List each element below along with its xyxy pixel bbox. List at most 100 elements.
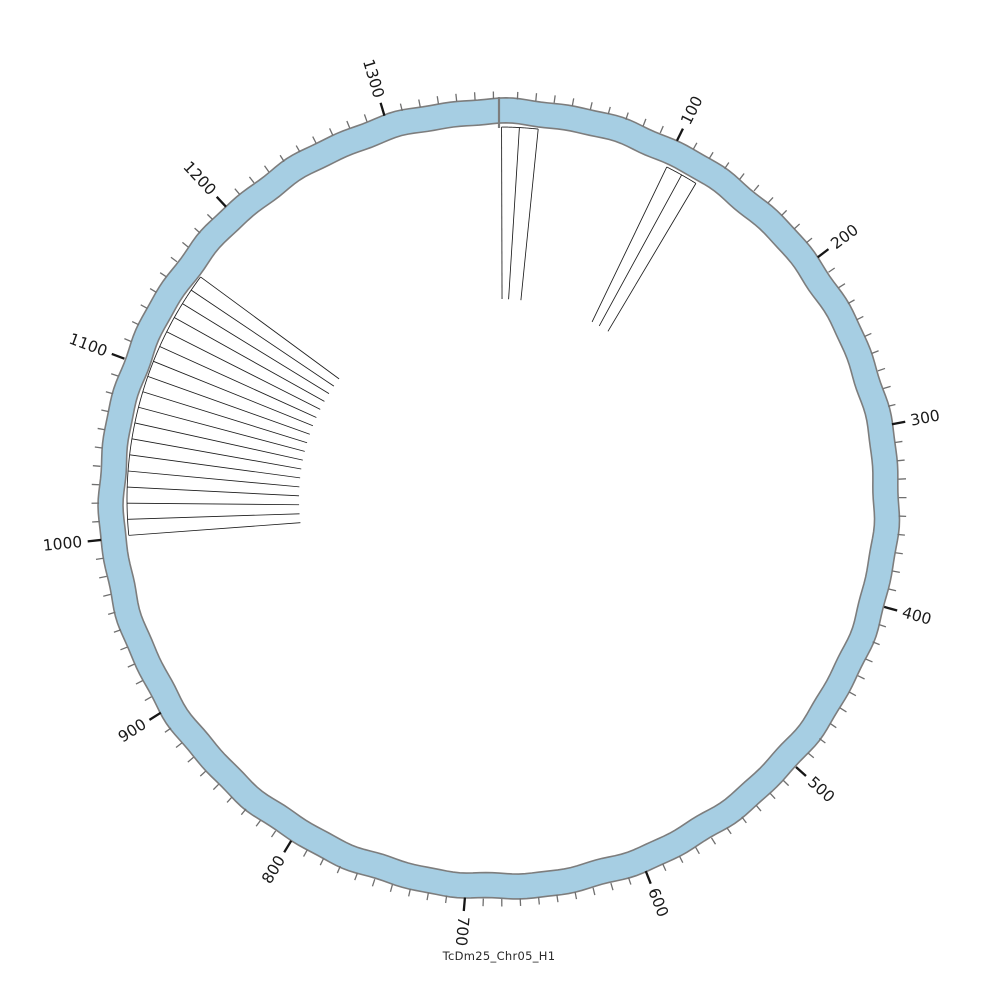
tick-label: 700 [452, 916, 472, 947]
tick-label: 200 [827, 221, 861, 253]
axis-labels: 100 200 300 400 500 600 700 800 900 1000 1100 1200 1… [42, 57, 941, 947]
tick-minor [194, 227, 201, 234]
tick-minor [574, 891, 578, 900]
tick-minor [105, 391, 114, 395]
tick-minor [571, 98, 575, 106]
tick-major [379, 102, 386, 117]
tick-minor [111, 373, 119, 377]
tick-minor [894, 440, 903, 444]
tick-minor [828, 267, 836, 273]
link-line [138, 406, 305, 452]
tick-label: 600 [644, 886, 672, 920]
tick-minor [175, 742, 183, 748]
tick-minor [336, 865, 341, 874]
tick-minor [159, 272, 167, 278]
link-line [129, 454, 301, 479]
tick-minor [103, 593, 111, 597]
tick-minor [892, 570, 900, 573]
tick-minor [94, 446, 103, 449]
link-line [153, 360, 314, 427]
tick-minor [838, 283, 846, 289]
tick-minor [662, 863, 667, 872]
tick-minor [436, 96, 440, 104]
tick-minor [426, 892, 430, 901]
tick-major [148, 711, 162, 721]
tick-minor [346, 120, 351, 129]
tick-minor [872, 641, 880, 646]
tick-minor [627, 877, 632, 885]
tick-minor [741, 816, 747, 824]
tick-minor [354, 872, 358, 881]
tick-minor [399, 103, 403, 112]
tick-minor [793, 223, 801, 230]
tick-minor [408, 888, 411, 897]
link-base-arc [126, 276, 201, 536]
sequence-title: TcDm25_Chr05_H1 [442, 949, 556, 963]
tick-label: 100 [677, 93, 706, 128]
axis-ticks [87, 91, 907, 912]
tick-minor [592, 887, 596, 896]
tick-minor [199, 770, 207, 777]
tick-label: 400 [900, 603, 933, 628]
tick-minor [724, 162, 730, 170]
tick-minor [101, 409, 109, 413]
tick-major [87, 538, 102, 543]
tick-minor [871, 350, 879, 355]
tick-minor [856, 315, 864, 321]
tick-minor [556, 894, 559, 903]
tick-minor [710, 837, 717, 845]
tick-major [215, 196, 227, 208]
tick-minor [818, 737, 826, 744]
tick-minor [805, 237, 813, 244]
tick-minor [140, 304, 148, 309]
tick-minor [127, 663, 135, 668]
tick-minor [182, 241, 189, 248]
tick-minor [255, 819, 262, 827]
tick-major [883, 605, 898, 612]
tick-minor [607, 106, 611, 115]
tick-minor [755, 804, 762, 812]
link-line [598, 174, 682, 327]
tick-minor [807, 752, 815, 759]
tick-minor [279, 154, 285, 162]
tick-minor [131, 320, 140, 326]
link-line [128, 522, 301, 536]
tick-minor [692, 142, 698, 150]
tick-minor [92, 465, 101, 467]
tick-minor [187, 756, 194, 763]
tick-minor [753, 184, 760, 192]
link-line [520, 129, 539, 301]
link-line [142, 391, 308, 444]
tick-minor [589, 102, 593, 110]
tick-minor [329, 128, 334, 136]
link-line [134, 422, 303, 461]
link-line [128, 470, 300, 488]
tick-minor [537, 896, 540, 905]
tick-minor [877, 367, 886, 372]
tick-label: 800 [258, 852, 289, 887]
tick-minor [864, 332, 872, 338]
tick-major [675, 128, 684, 142]
tick-minor [444, 895, 448, 904]
tick-minor [212, 783, 220, 791]
tick-minor [371, 879, 376, 887]
link-line [131, 438, 302, 470]
tick-major [111, 352, 125, 360]
tick-minor [303, 849, 308, 857]
tick-minor [389, 884, 394, 892]
tick-minor [829, 722, 837, 729]
tick-minor [678, 855, 684, 863]
tick-label: 900 [115, 715, 150, 746]
link-line [591, 166, 668, 323]
tick-minor [839, 707, 847, 713]
tick-minor [625, 112, 629, 120]
link-line [607, 183, 697, 332]
link-line [147, 376, 310, 435]
tick-minor [234, 188, 241, 195]
tick-label: 500 [804, 773, 838, 806]
tick-minor [312, 136, 317, 144]
tick-minor [418, 99, 421, 107]
link-line [159, 346, 317, 418]
tick-minor [455, 93, 458, 102]
